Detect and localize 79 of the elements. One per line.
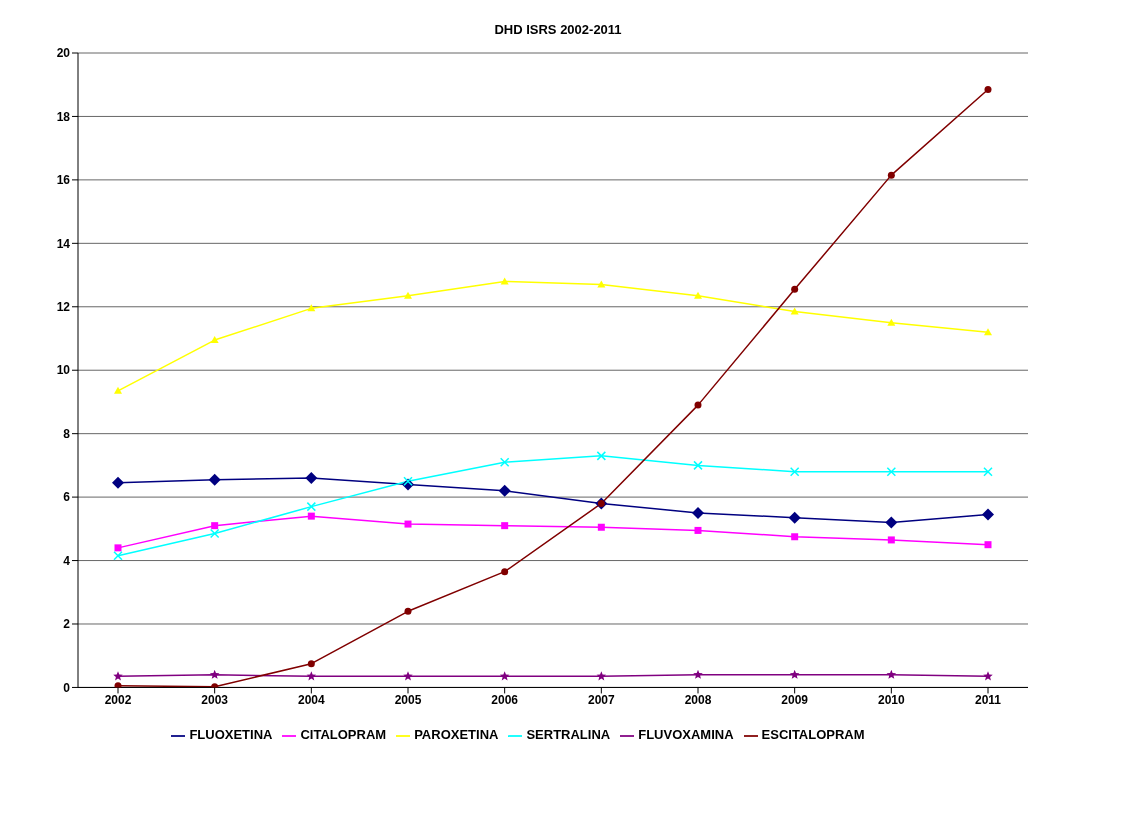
chart-title: DHD ISRS 2002-2011 (493, 22, 623, 37)
y-tick-label: 8 (63, 426, 71, 441)
point (887, 171, 895, 179)
point (789, 466, 800, 477)
point (499, 457, 510, 467)
x-tick-label: 2004 (297, 692, 325, 707)
y-tick-label: 0 (63, 680, 71, 695)
x-tick-label: 2011 (974, 692, 1002, 707)
point (114, 386, 122, 394)
point (499, 671, 510, 681)
y-tick-label: 14 (56, 236, 71, 251)
legend-label: SERTRALINA (526, 727, 611, 743)
legend-label: FLUOXETINA (189, 727, 273, 743)
point (692, 506, 704, 519)
point (112, 476, 124, 489)
point (211, 522, 219, 530)
x-tick-label: 2005 (394, 692, 422, 707)
point (791, 285, 799, 293)
point (984, 541, 992, 549)
point (404, 607, 412, 615)
point (789, 669, 800, 679)
point (597, 523, 605, 531)
y-tick-label: 2 (63, 617, 71, 632)
point (788, 511, 801, 524)
point (887, 318, 896, 326)
y-tick-label: 18 (56, 109, 71, 124)
x-tick-label: 2009 (781, 692, 809, 707)
point (498, 484, 511, 497)
point (404, 520, 412, 528)
point (887, 536, 895, 544)
y-tick-label: 4 (63, 553, 71, 568)
x-tick-label: 2002 (104, 692, 132, 707)
point (982, 508, 994, 521)
y-tick-label: 16 (56, 173, 71, 188)
point (886, 669, 897, 679)
y-tick-label: 6 (63, 490, 71, 505)
x-tick-label: 2010 (877, 692, 905, 707)
point (114, 682, 122, 688)
point (596, 671, 607, 681)
point (596, 451, 607, 461)
point (694, 526, 702, 534)
point (694, 291, 702, 299)
point (208, 473, 221, 486)
point (209, 669, 220, 679)
point (693, 669, 703, 679)
x-tick-label: 2003 (201, 692, 229, 707)
point (984, 85, 992, 93)
legend-label: FLUVOXAMINA (638, 727, 734, 743)
point (210, 336, 219, 344)
point (983, 466, 993, 477)
point (694, 401, 702, 409)
point (501, 568, 509, 576)
point (693, 460, 703, 471)
point (306, 501, 317, 512)
point (113, 551, 123, 561)
legend-label: PAROXETINA (414, 727, 499, 743)
x-tick-label: 2008 (684, 692, 712, 707)
point (886, 466, 897, 477)
point (307, 660, 315, 668)
point (403, 476, 413, 486)
point (597, 280, 606, 288)
y-tick-label: 20 (56, 46, 71, 61)
point (501, 522, 509, 530)
x-tick-label: 2007 (587, 692, 615, 707)
point (790, 307, 799, 315)
point (404, 291, 412, 299)
point (209, 528, 220, 539)
point (305, 472, 318, 485)
x-tick-label: 2006 (491, 692, 519, 707)
y-tick-label: 12 (56, 300, 71, 315)
point (791, 533, 799, 541)
legend-label: CITALOPRAM (300, 727, 387, 743)
point (885, 516, 898, 529)
point (306, 671, 317, 681)
point (984, 328, 992, 336)
point (307, 512, 315, 520)
legend-label: ESCITALOPRAM (761, 727, 865, 743)
point (114, 544, 122, 552)
y-tick-label: 10 (56, 363, 71, 378)
